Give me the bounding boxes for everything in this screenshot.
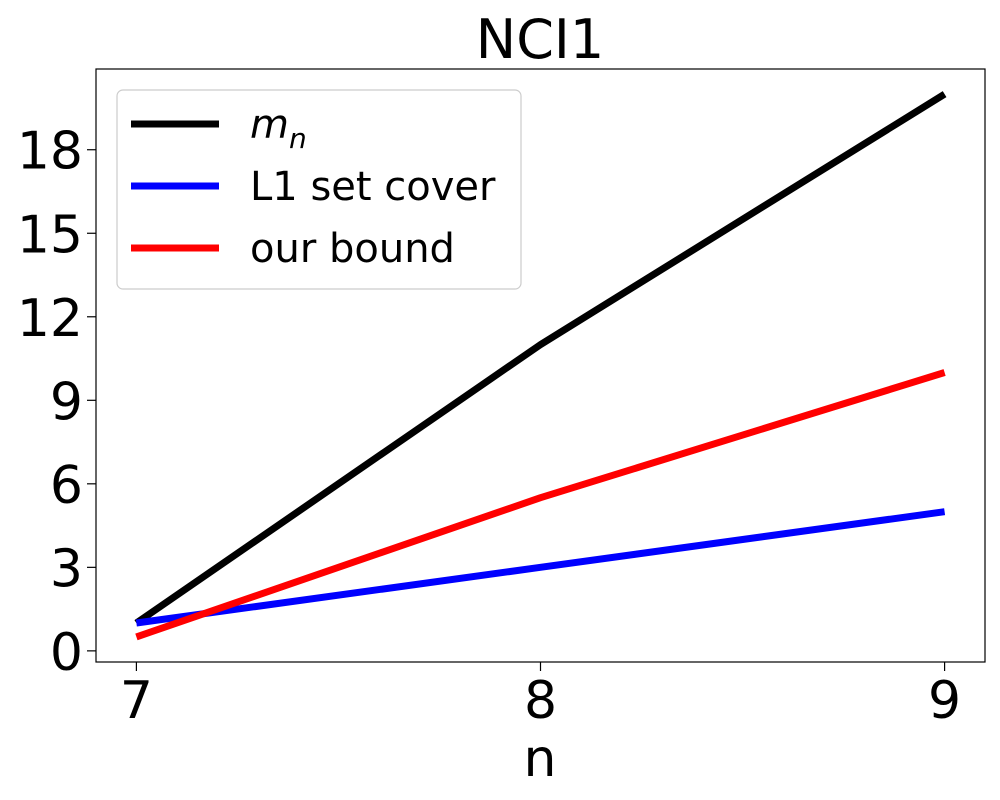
y-tick-label: 9 xyxy=(50,372,83,432)
series-line-m-n xyxy=(134,91,947,626)
legend-label-text: m xyxy=(250,102,289,148)
x-tick-label: 8 xyxy=(524,671,557,731)
y-axis: 0 3 6 9 12 15 18 xyxy=(17,122,96,683)
series-line-our-bound xyxy=(135,369,946,641)
y-tick-label: 0 xyxy=(50,623,83,683)
series-line-l1-set-cover xyxy=(135,508,946,627)
legend-label-text: our bound xyxy=(250,226,455,272)
x-axis-label: n xyxy=(524,729,557,789)
legend-label: our bound xyxy=(250,226,455,272)
chart-title: NCI1 xyxy=(476,8,604,71)
legend-label: L1 set cover xyxy=(250,164,496,210)
y-tick-label: 6 xyxy=(50,456,83,516)
x-tick-label: 7 xyxy=(120,671,153,731)
legend-label-text: L1 set cover xyxy=(250,164,496,210)
legend-label-subscript: n xyxy=(289,122,307,155)
y-tick-label: 3 xyxy=(50,539,83,599)
legend-box xyxy=(116,89,522,290)
y-tick-label: 18 xyxy=(17,122,83,182)
legend-label: mn xyxy=(250,102,307,155)
y-tick-label: 12 xyxy=(17,289,83,349)
legend: mn L1 set cover our bound xyxy=(116,89,522,290)
y-tick-label: 15 xyxy=(17,205,83,265)
x-tick-label: 9 xyxy=(928,671,961,731)
series-lines xyxy=(134,91,947,641)
x-axis: 7 8 9 xyxy=(120,662,961,731)
